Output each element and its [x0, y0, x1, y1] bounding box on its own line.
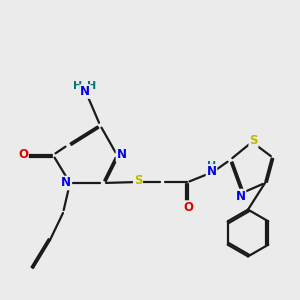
Text: N: N — [206, 165, 217, 178]
Text: H: H — [74, 81, 83, 91]
Text: H: H — [87, 81, 97, 91]
Text: O: O — [183, 201, 193, 214]
Text: H: H — [207, 161, 216, 171]
Text: N: N — [116, 148, 127, 161]
Text: S: S — [249, 134, 258, 147]
Text: N: N — [61, 176, 70, 190]
Text: N: N — [80, 85, 90, 98]
Text: S: S — [134, 174, 142, 187]
Text: N: N — [236, 190, 245, 202]
Text: O: O — [18, 148, 28, 161]
